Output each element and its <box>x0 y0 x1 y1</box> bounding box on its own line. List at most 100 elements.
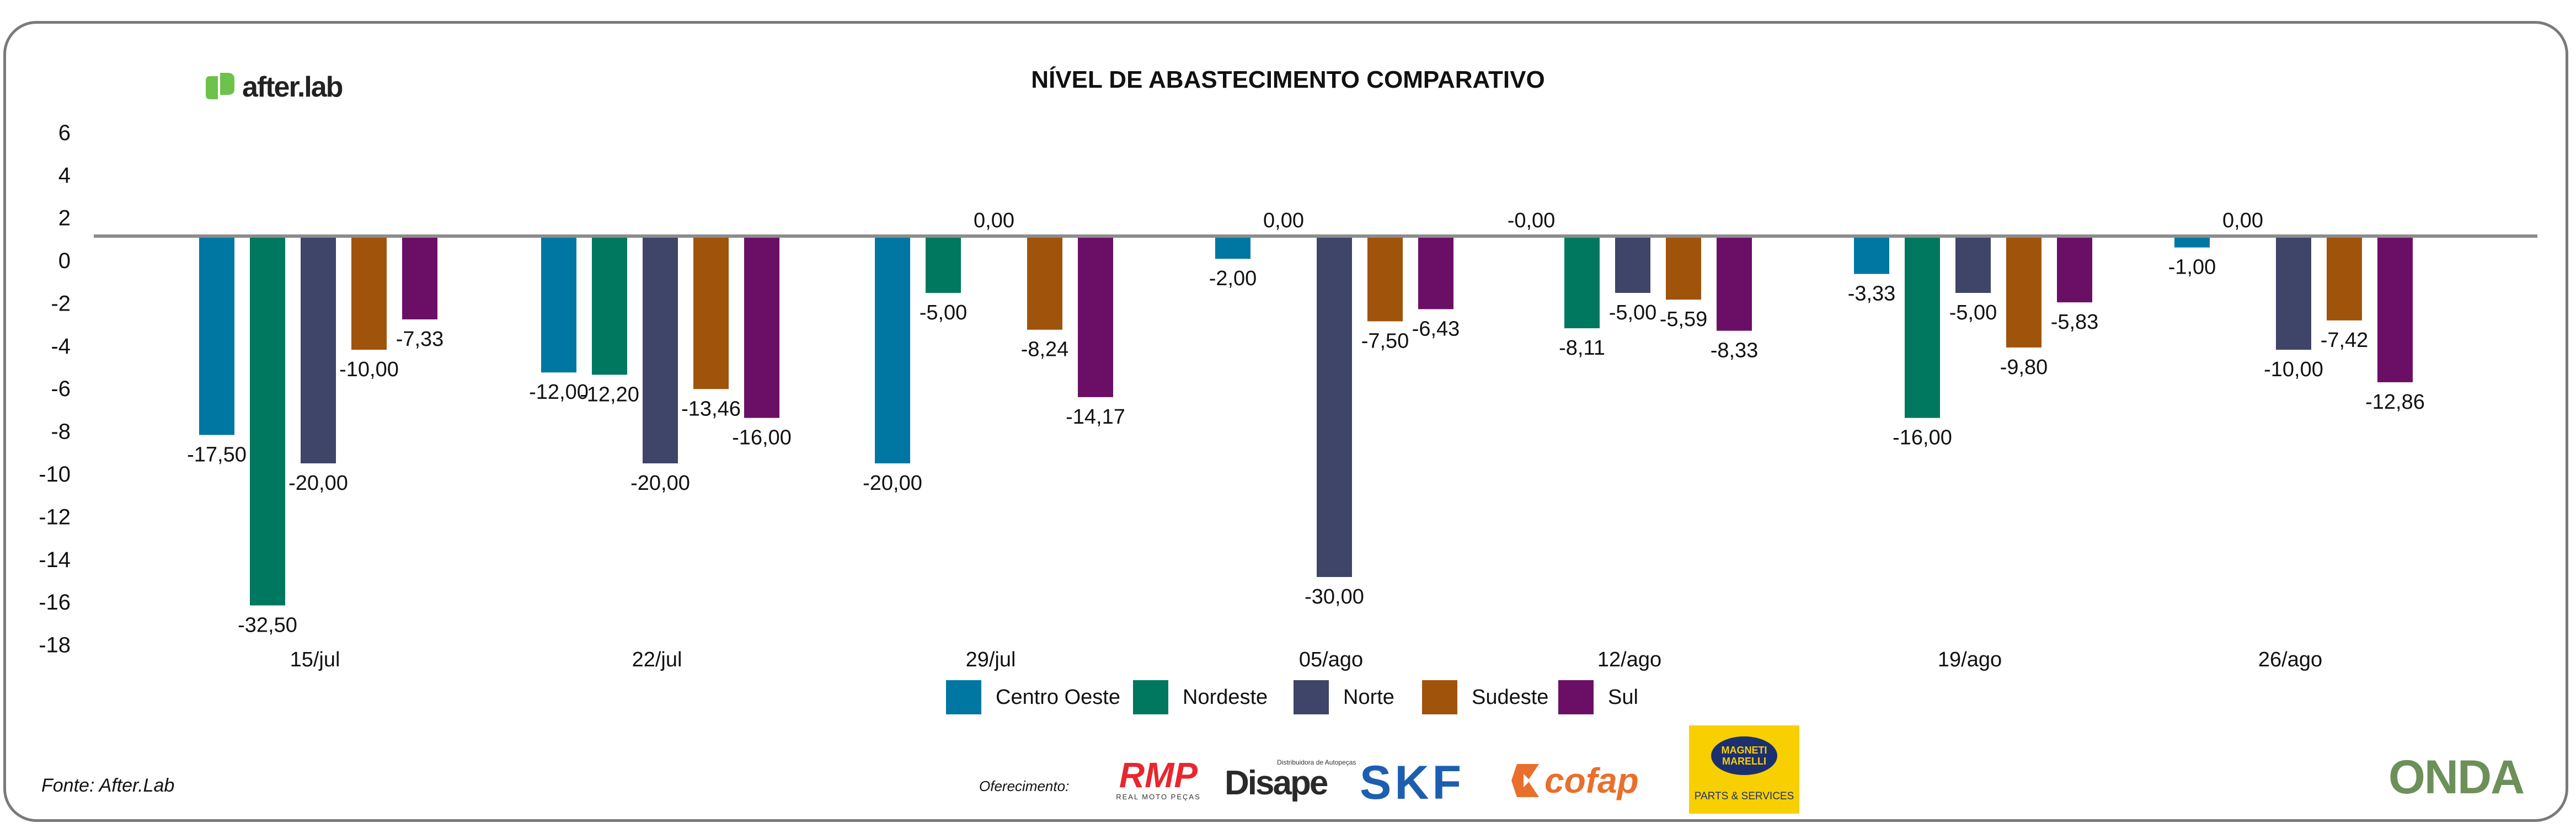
bar-sul <box>1078 236 1113 397</box>
legend-item: Nordeste <box>1133 680 1268 714</box>
bar-norte <box>1615 236 1650 293</box>
data-label: -16,00 <box>732 426 792 450</box>
y-tick-label: -18 <box>39 633 71 658</box>
x-category-label: 26/ago <box>2258 648 2322 671</box>
bar-norte <box>301 236 336 463</box>
legend-label: Centro Oeste <box>996 685 1120 709</box>
data-label: -5,00 <box>920 301 968 324</box>
legend-item: Sudeste <box>1422 680 1548 714</box>
afterlab-logo: after.lab <box>201 71 343 104</box>
y-tick-label: 0 <box>58 249 71 273</box>
bar-sudeste <box>693 236 729 389</box>
y-tick-label: -10 <box>39 462 71 487</box>
legend-swatch <box>946 680 981 714</box>
data-label: -5,00 <box>1949 301 1997 324</box>
bar-sudeste <box>351 236 387 350</box>
legend-swatch <box>1558 680 1594 714</box>
legend-label: Nordeste <box>1183 685 1268 709</box>
data-label: 0,00 <box>2222 209 2263 232</box>
legend-swatch <box>1294 680 1329 714</box>
bar-sul <box>402 236 437 319</box>
onda-logo: ONDA <box>2388 751 2525 804</box>
cofap-logo: cofap <box>1511 760 1639 801</box>
x-category-label: 15/jul <box>290 648 340 671</box>
cofap-arrow-icon <box>1511 764 1539 797</box>
data-label: -0,00 <box>1508 209 1556 232</box>
chart-title: NÍVEL DE ABASTECIMENTO COMPARATIVO <box>1031 66 1545 93</box>
y-tick-label: 2 <box>58 206 71 231</box>
bar-nordeste <box>926 236 961 293</box>
data-label: -9,80 <box>2000 356 2048 379</box>
data-label: -3,33 <box>1848 282 1896 306</box>
bar-centro-oeste <box>541 236 576 373</box>
magneti-marelli-logo: MAGNETI MARELLI PARTS & SERVICES <box>1689 725 1799 814</box>
bar-sudeste <box>2006 236 2041 348</box>
data-label: 0,00 <box>974 209 1014 232</box>
data-label: -5,00 <box>1609 301 1657 324</box>
legend-item: Sul <box>1558 680 1638 714</box>
bar-nordeste <box>1905 236 1940 418</box>
chart-frame <box>3 21 2568 822</box>
bar-norte <box>1955 236 1991 293</box>
data-label: -8,24 <box>1021 338 1069 361</box>
bar-centro-oeste <box>1215 236 1250 259</box>
bar-sudeste <box>2327 236 2362 320</box>
bar-sul <box>744 236 779 418</box>
bar-sul <box>1418 236 1453 309</box>
bar-centro-oeste <box>875 236 910 463</box>
x-category-label: 22/jul <box>632 648 682 671</box>
legend-label: Sudeste <box>1472 685 1549 709</box>
source-note: Fonte: After.Lab <box>41 775 175 796</box>
data-label: -14,17 <box>1066 405 1125 429</box>
skf-logo: SKF <box>1360 756 1465 809</box>
data-label: 0,00 <box>1263 209 1304 232</box>
y-tick-label: -8 <box>51 420 71 444</box>
bar-nordeste <box>592 236 627 375</box>
data-label: -17,50 <box>187 444 247 467</box>
y-tick-label: -4 <box>51 334 71 359</box>
data-label: -6,43 <box>1412 317 1460 340</box>
data-label: -8,11 <box>1559 336 1605 360</box>
data-label: -13,46 <box>681 397 741 420</box>
y-tick-label: -2 <box>51 291 71 316</box>
data-label: -8,33 <box>1711 339 1759 362</box>
bar-norte <box>2276 236 2311 350</box>
data-label: -7,33 <box>396 328 444 351</box>
data-label: -12,86 <box>2365 391 2425 414</box>
y-tick-label: -6 <box>51 377 71 401</box>
bar-centro-oeste <box>1854 236 1889 274</box>
x-category-label: 19/ago <box>1938 648 2002 671</box>
legend-label: Sul <box>1608 685 1638 709</box>
y-tick-label: 4 <box>58 163 71 188</box>
sponsor-label: Oferecimento: <box>979 778 1070 794</box>
bar-sudeste <box>1027 236 1062 330</box>
bar-sudeste <box>1666 236 1701 300</box>
bar-sul <box>1717 236 1752 331</box>
data-label: -2,00 <box>1209 267 1257 290</box>
legend-swatch <box>1422 680 1457 714</box>
data-label: -16,00 <box>1893 426 1952 450</box>
data-label: -5,59 <box>1660 308 1708 331</box>
rmp-logo: RMP REAL MOTO PEÇAS <box>1116 755 1201 801</box>
data-label: -30,00 <box>1305 585 1364 608</box>
disape-logo: Distribuidora de Autopeças Disape <box>1225 758 1356 802</box>
bar-sul <box>2377 236 2413 382</box>
data-label: -12,20 <box>580 383 639 406</box>
data-label: -10,00 <box>339 358 399 381</box>
y-tick-label: -16 <box>39 590 71 615</box>
bar-norte <box>1317 236 1352 577</box>
bar-sul <box>2057 236 2092 303</box>
afterlab-wordmark: after.lab <box>242 71 343 103</box>
data-label: -20,00 <box>863 472 922 495</box>
legend-swatch <box>1133 680 1168 714</box>
data-label: -10,00 <box>2264 358 2323 381</box>
bar-centro-oeste <box>2174 236 2210 248</box>
y-tick-label: -14 <box>39 548 71 572</box>
bar-nordeste <box>1564 236 1600 329</box>
bar-centro-oeste <box>199 236 234 435</box>
data-label: -20,00 <box>630 472 690 495</box>
data-label: -20,00 <box>288 472 348 495</box>
afterlab-leaf-icon <box>206 73 234 99</box>
data-label: -1,00 <box>2168 256 2216 279</box>
